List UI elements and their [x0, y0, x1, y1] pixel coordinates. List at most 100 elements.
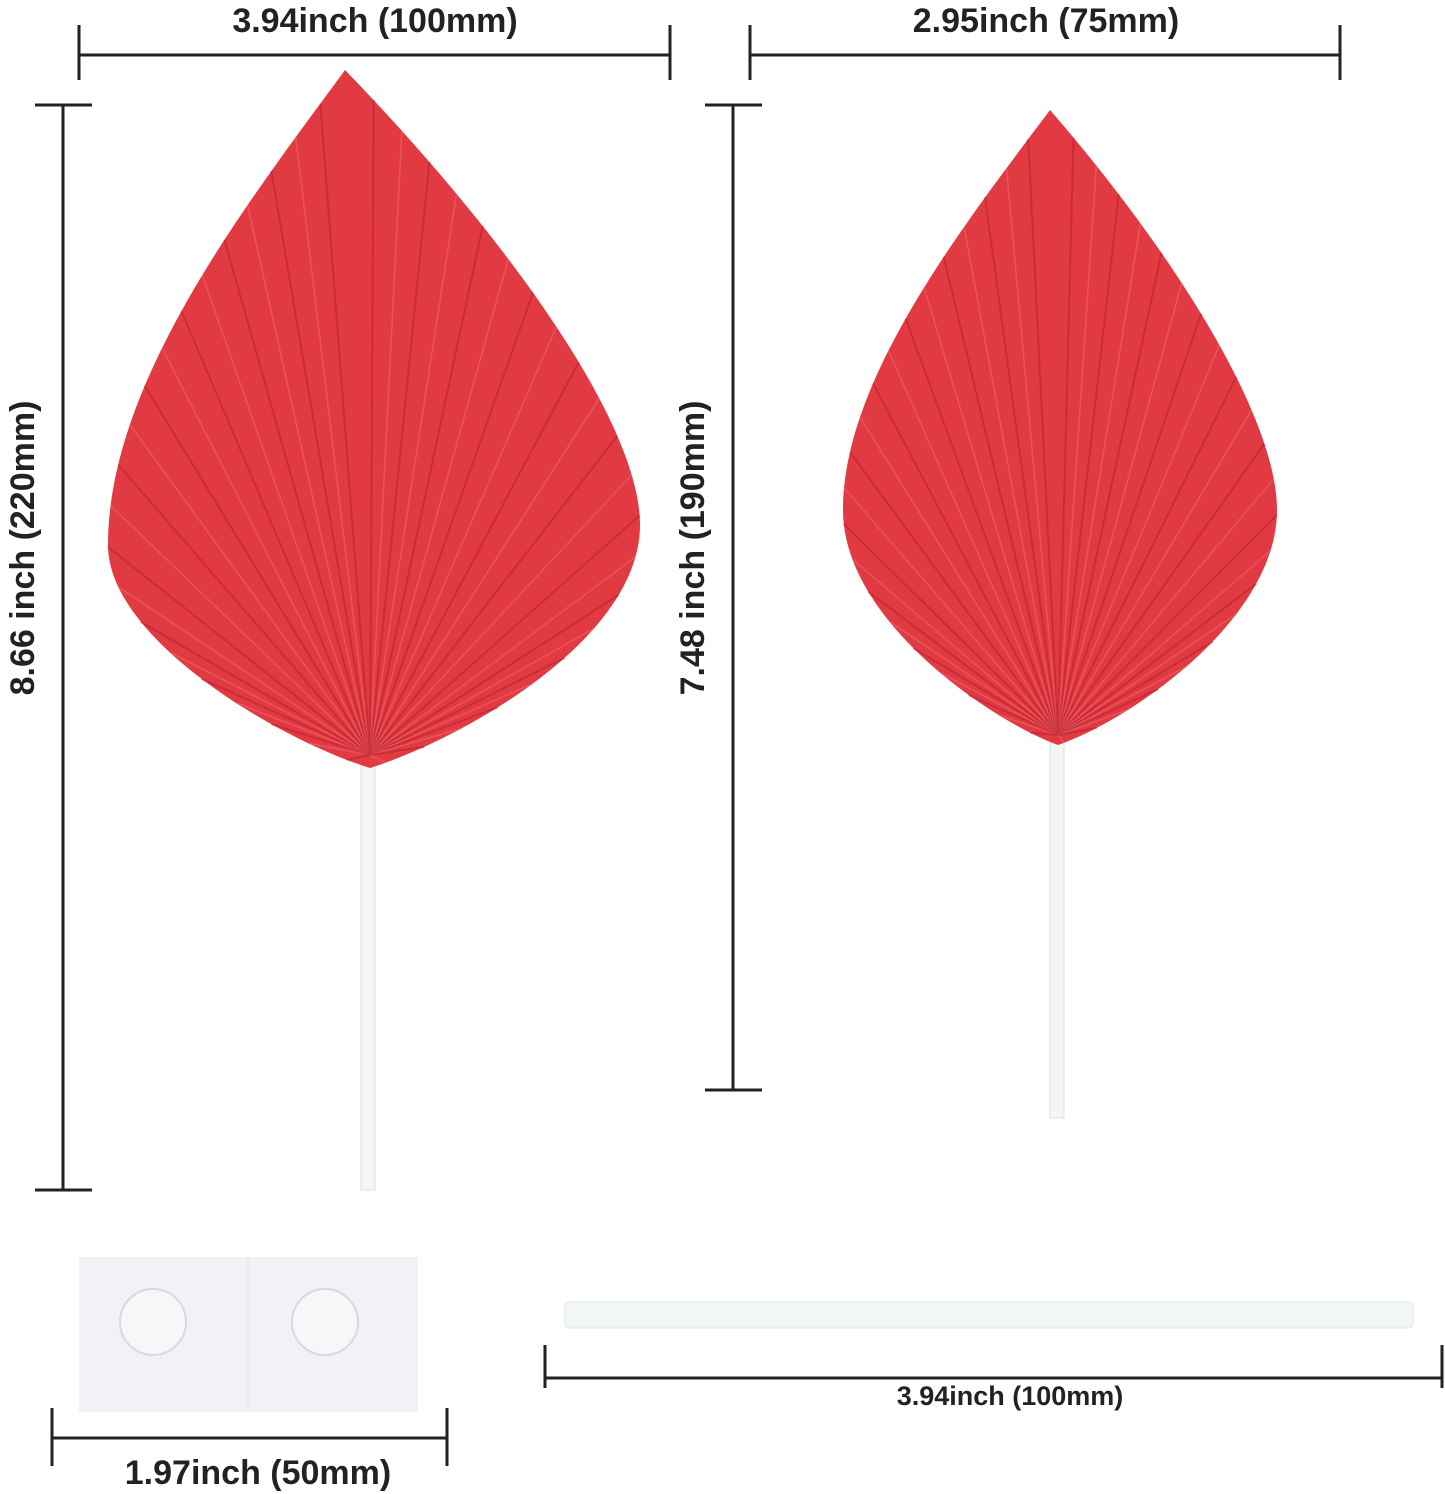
leaf-pleat: [369, 435, 619, 756]
leaf-pleat: [369, 474, 633, 756]
leaf-pleat: [998, 714, 1059, 736]
leaf-pleat: [107, 546, 371, 756]
leaf-pleat: [1057, 613, 1237, 736]
leaf-pleat: [1005, 167, 1059, 736]
leaf-pleat: [1057, 688, 1159, 736]
leaf-pleat: [1057, 514, 1278, 736]
leaf-pleat: [1057, 376, 1238, 736]
leaf-pleat: [939, 672, 1059, 736]
adhesive-dot: [291, 1288, 359, 1356]
leaf-pleat: [161, 347, 371, 756]
leaf-pleat: [235, 702, 371, 756]
small-palm-leaf: [843, 110, 1278, 1119]
leaf-pleat: [867, 590, 1059, 736]
leaf-pleat: [1057, 344, 1221, 736]
adhesive-dot: [119, 1288, 187, 1356]
leaf-pleat: [369, 130, 403, 756]
adhesive-width-label: 1.97inch (50mm): [125, 1454, 391, 1492]
leaf-pleat: [246, 204, 371, 756]
leaf-pleat: [1057, 252, 1163, 736]
leaf-pleat: [888, 620, 1059, 736]
leaf-pleat: [912, 647, 1059, 736]
leaf-pleat: [849, 451, 1059, 736]
leaf-pleat: [319, 103, 371, 756]
leaf-pleat: [851, 558, 1059, 736]
leaf-pleat: [984, 197, 1059, 736]
leaf-pleat: [369, 514, 641, 756]
loose-stick: [564, 1301, 1414, 1329]
leaf-pleat: [369, 727, 463, 756]
leaf-pleat: [369, 556, 636, 756]
leaf-pleat: [129, 424, 371, 756]
leaf-pleat: [1057, 137, 1075, 736]
leaf-pleat: [942, 256, 1059, 736]
leaf-pleat: [1057, 165, 1098, 736]
small-leaf-pleats: [843, 137, 1278, 744]
leaf-pleat: [270, 170, 371, 756]
leaf-pleat: [369, 397, 600, 756]
leaf-pleat: [1057, 223, 1142, 736]
leaf-pleat: [369, 656, 566, 756]
leaf-pleat: [859, 416, 1059, 736]
leaf-pleat: [968, 694, 1059, 736]
leaf-pleat: [1057, 582, 1257, 736]
small-width-label: 2.95inch (75mm): [913, 2, 1179, 40]
leaf-pleat: [201, 677, 371, 756]
leaf-pleat: [117, 586, 371, 756]
leaf-pleat: [963, 226, 1059, 736]
leaf-pleat: [1057, 549, 1272, 736]
small-leaf-stick: [1049, 737, 1065, 1119]
leaf-pleat: [223, 239, 371, 756]
leaf-pleat: [1027, 138, 1059, 736]
leaf-pleat: [294, 137, 371, 756]
leaf-pleat: [843, 523, 1059, 736]
leaf-pleat: [1057, 313, 1203, 736]
leaf-pleat: [308, 742, 371, 756]
leaf-pleat: [1057, 726, 1098, 736]
leaf-pleat: [369, 100, 375, 756]
leaf-pleat: [369, 627, 595, 756]
stick-length-label: 3.94inch (100mm): [897, 1381, 1124, 1411]
leaf-pleat: [843, 487, 1059, 736]
leaf-pleat: [904, 318, 1059, 736]
large-leaf-pleats: [107, 100, 641, 764]
leaf-pleat: [1057, 194, 1120, 736]
leaf-pleat: [1057, 708, 1129, 736]
adhesive-dots-sheet: [79, 1257, 418, 1412]
leaf-pleat: [1057, 409, 1253, 736]
leaf-pleat: [169, 651, 371, 756]
leaf-pleat: [369, 594, 620, 756]
leaf-pleat: [201, 274, 371, 756]
leaf-pleat: [117, 463, 371, 756]
leaf-pleat: [369, 683, 533, 756]
leaf-pleat: [369, 706, 499, 756]
leaf-pleat: [1057, 665, 1187, 736]
leaf-pleat: [143, 385, 371, 756]
leaf-pleat: [1030, 731, 1059, 736]
leaf-pleat: [140, 621, 371, 756]
leaf-pleat: [923, 287, 1059, 736]
leaf-pleat: [346, 754, 371, 761]
leaf-pleat: [369, 193, 458, 756]
leaf-pleat: [369, 225, 484, 756]
leaf-pleat: [1057, 443, 1266, 736]
large-width-label: 3.94inch (100mm): [232, 2, 517, 40]
small-height-label: 7.48 inch (190mm): [674, 401, 712, 696]
leaf-pleat: [369, 361, 580, 756]
leaf-pleat: [1057, 640, 1214, 736]
leaf-pleat: [180, 310, 371, 756]
leaf-pleat: [1057, 282, 1183, 736]
large-palm-leaf: [107, 70, 641, 1191]
leaf-pleat: [872, 382, 1059, 736]
leaf-pleat: [369, 754, 387, 764]
leaf-pleat: [110, 505, 371, 756]
leaf-pleat: [369, 326, 558, 756]
leaf-pleat: [369, 258, 509, 756]
leaf-pleat: [271, 723, 371, 756]
large-leaf-stick: [360, 759, 376, 1191]
leaf-pleat: [1057, 734, 1065, 744]
dimension-lines: [35, 25, 1444, 1466]
leaf-pleat: [1057, 478, 1275, 736]
large-leaf-body: [108, 70, 640, 768]
